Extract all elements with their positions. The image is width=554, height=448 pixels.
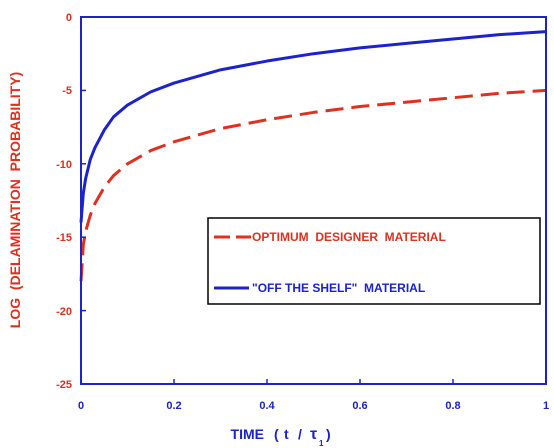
x-axis-title-open-paren: (	[274, 426, 279, 442]
legend: OPTIMUM DESIGNER MATERIAL "OFF THE SHELF…	[207, 217, 541, 305]
x-axis-title-close-paren: )	[326, 426, 331, 442]
y-tick-label-1: -5	[62, 85, 72, 97]
y-axis-title: LOG (DELAMINATION PROBABILITY)	[7, 72, 23, 328]
legend-label-optimum: OPTIMUM DESIGNER MATERIAL	[252, 230, 446, 244]
ticks-layer	[80, 16, 547, 385]
series-line-optimum-designer	[79, 88, 547, 282]
y-tick-label-3: -15	[56, 232, 72, 244]
x-tick-label-0: 0	[78, 400, 84, 412]
x-axis-title-subscript: 1	[319, 439, 324, 448]
y-tick-label-0: 0	[66, 12, 72, 24]
x-tick-label-5: 1	[543, 400, 549, 412]
x-tick-label-3: 0.6	[352, 400, 367, 412]
plot-area-frame	[80, 16, 547, 385]
x-tick-label-1: 0.2	[166, 400, 181, 412]
legend-frame	[207, 217, 541, 305]
x-axis-title: TIME ( t / τ 1 )	[231, 426, 331, 448]
x-tick-label-4: 0.8	[445, 400, 460, 412]
y-tick-label-4: -20	[56, 306, 72, 318]
y-tick-label-2: -10	[56, 159, 72, 171]
legend-label-off-the-shelf: "OFF THE SHELF" MATERIAL	[252, 281, 425, 295]
series-layer	[79, 30, 547, 282]
x-tick-label-2: 0.4	[259, 400, 275, 412]
y-tick-label-5: -25	[56, 379, 72, 391]
x-axis-title-slash: /	[298, 426, 302, 442]
x-axis-title-tau: τ	[310, 426, 317, 443]
x-axis-title-word: TIME	[231, 426, 264, 442]
x-axis-title-t: t	[284, 426, 289, 442]
series-line-off-the-shelf	[79, 30, 547, 223]
